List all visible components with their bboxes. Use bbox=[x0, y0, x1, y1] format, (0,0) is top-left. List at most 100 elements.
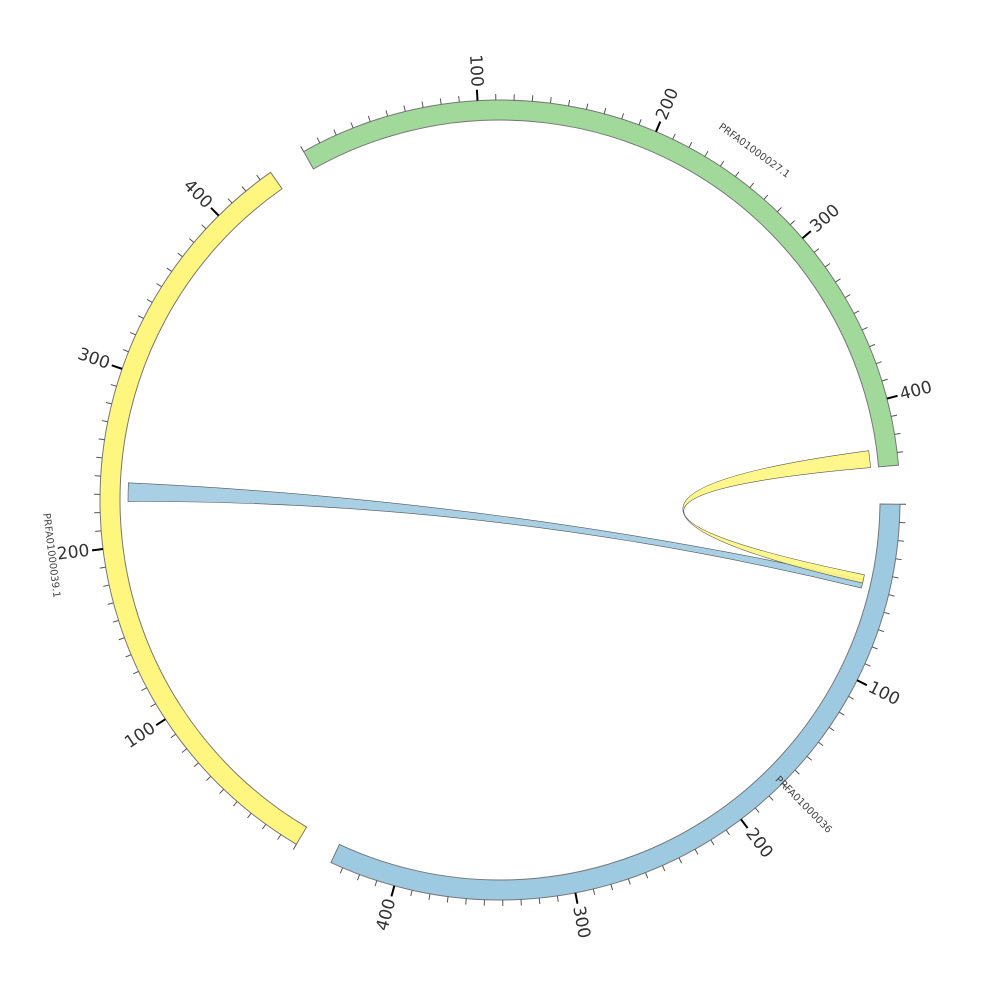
minor-tick bbox=[339, 867, 344, 874]
minor-tick bbox=[256, 174, 261, 181]
minor-tick bbox=[704, 151, 709, 157]
minor-tick bbox=[156, 283, 162, 288]
minor-tick bbox=[806, 756, 812, 761]
tick-label-prfa01000039-1-400: 400 bbox=[179, 176, 216, 213]
minor-tick bbox=[824, 263, 831, 268]
minor-tick bbox=[357, 874, 361, 881]
minor-tick bbox=[895, 558, 902, 561]
tick-label-prfa01000036-300: 300 bbox=[568, 904, 594, 940]
tick-label-prfa01000027-1-200: 200 bbox=[652, 85, 683, 123]
minor-tick bbox=[206, 775, 212, 781]
minor-tick bbox=[189, 238, 195, 243]
minor-tick bbox=[813, 248, 820, 253]
minor-tick bbox=[465, 898, 467, 905]
minor-tick bbox=[888, 594, 895, 597]
minor-tick bbox=[241, 186, 247, 192]
minor-tick bbox=[818, 741, 824, 747]
minor-tick bbox=[881, 378, 888, 382]
minor-tick bbox=[150, 703, 156, 708]
minor-tick bbox=[894, 432, 901, 435]
major-tick bbox=[210, 207, 220, 217]
minor-tick bbox=[645, 872, 649, 879]
minor-tick bbox=[367, 115, 371, 122]
minor-tick bbox=[549, 97, 552, 104]
minor-tick bbox=[170, 733, 177, 739]
minor-tick bbox=[219, 788, 225, 794]
minor-tick bbox=[585, 103, 589, 110]
minor-tick bbox=[350, 122, 354, 129]
links-group bbox=[127, 450, 871, 589]
minor-tick bbox=[672, 133, 676, 140]
minor-tick bbox=[568, 99, 571, 107]
minor-tick bbox=[794, 769, 800, 775]
minor-tick bbox=[316, 137, 321, 144]
minor-tick bbox=[768, 795, 774, 801]
minor-tick bbox=[763, 194, 769, 200]
major-tick bbox=[801, 230, 812, 240]
minor-tick bbox=[776, 207, 782, 213]
minor-tick bbox=[719, 160, 725, 167]
minor-tick bbox=[277, 834, 282, 840]
minor-tick bbox=[129, 332, 136, 336]
minor-tick bbox=[878, 629, 885, 633]
minor-tick bbox=[897, 540, 904, 542]
minor-tick bbox=[227, 198, 233, 204]
minor-tick bbox=[838, 711, 845, 716]
minor-tick bbox=[107, 602, 114, 605]
minor-tick bbox=[103, 584, 110, 587]
minor-tick bbox=[789, 220, 795, 226]
major-tick bbox=[111, 364, 123, 370]
minor-tick bbox=[439, 98, 442, 105]
minor-tick bbox=[141, 687, 148, 691]
tick-label-prfa01000039-1-300: 300 bbox=[75, 344, 112, 374]
tick-label-prfa01000039-1-100: 100 bbox=[121, 718, 159, 753]
minor-tick bbox=[864, 663, 871, 667]
minor-tick bbox=[688, 141, 693, 148]
minor-tick bbox=[556, 895, 559, 902]
minor-tick bbox=[261, 823, 267, 830]
minor-tick bbox=[781, 782, 787, 788]
minor-tick bbox=[592, 888, 596, 895]
minor-tick bbox=[118, 637, 125, 641]
tick-label-prfa01000036-200: 200 bbox=[741, 824, 777, 862]
minor-tick bbox=[638, 119, 642, 126]
minor-tick bbox=[875, 361, 882, 365]
minor-tick bbox=[428, 893, 431, 900]
tick-label-prfa01000027-1-300: 300 bbox=[806, 200, 844, 236]
minor-tick bbox=[538, 898, 541, 905]
minor-tick bbox=[848, 695, 854, 700]
minor-tick bbox=[247, 812, 252, 819]
minor-tick bbox=[232, 801, 238, 807]
minor-tick bbox=[333, 129, 337, 136]
minor-tick bbox=[166, 267, 172, 272]
minor-tick bbox=[292, 844, 297, 850]
minor-tick bbox=[110, 384, 117, 387]
minor-tick bbox=[96, 456, 103, 459]
link-ribbon-2 bbox=[682, 450, 871, 584]
minor-tick bbox=[410, 890, 413, 897]
minor-tick bbox=[754, 807, 760, 813]
minor-tick bbox=[446, 896, 449, 903]
minor-tick bbox=[627, 878, 631, 885]
minor-tick bbox=[883, 611, 890, 615]
minor-tick bbox=[201, 224, 207, 230]
segment-label-prfa01000036: PRFA01000036 bbox=[773, 774, 834, 835]
minor-tick bbox=[725, 829, 730, 836]
minor-tick bbox=[710, 839, 715, 846]
minor-tick bbox=[132, 670, 139, 675]
minor-tick bbox=[678, 857, 683, 864]
minor-tick bbox=[458, 96, 460, 103]
major-tick bbox=[574, 892, 579, 904]
major-tick bbox=[390, 885, 396, 897]
minor-tick bbox=[421, 101, 424, 108]
minor-tick bbox=[99, 566, 106, 569]
major-tick bbox=[91, 548, 104, 552]
minor-tick bbox=[101, 420, 108, 423]
tick-label-prfa01000027-1-400: 400 bbox=[898, 377, 934, 405]
minor-tick bbox=[871, 646, 878, 650]
minor-tick bbox=[146, 298, 153, 303]
minor-tick bbox=[300, 146, 305, 152]
segment-arc-prfa01000036 bbox=[330, 503, 901, 901]
minor-tick bbox=[177, 252, 183, 258]
